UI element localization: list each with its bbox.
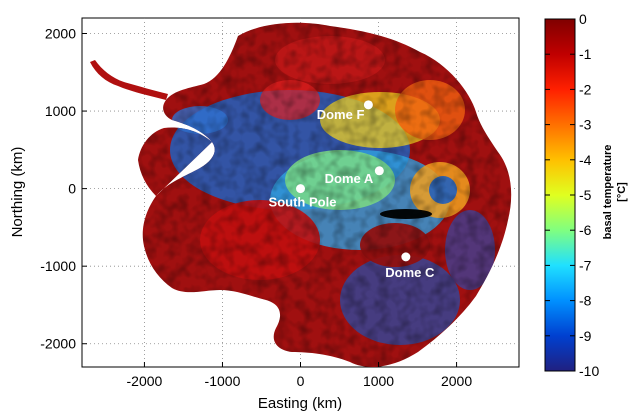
y-tick-label: -2000 [40,336,76,352]
colorbar-tick-label: -5 [579,187,592,203]
site-marker [401,252,411,262]
colorbar-label: basal temperature [602,145,614,240]
x-tick-label: 1000 [363,373,394,389]
colorbar-tick-label: -9 [579,328,592,344]
y-tick-label: -1000 [40,258,76,274]
site-markers: Dome F Dome A South Pole Dome C [269,100,435,280]
site-label: Dome A [325,171,374,186]
y-tick-label: 2000 [45,26,76,42]
colorbar-tick-label: -3 [579,117,592,133]
site-marker [374,166,384,176]
colorbar-tick-label: -1 [579,46,592,62]
x-tick-label: 0 [297,373,305,389]
x-axis-label: Easting (km) [258,395,342,412]
colorbar-tick-label: -7 [579,257,592,273]
y-tick-label: 1000 [45,103,76,119]
site-marker [296,184,305,194]
colorbar-tick-label: -10 [579,363,599,379]
x-tick-label: -1000 [205,373,241,389]
x-tick-label: 2000 [441,373,472,389]
colorbar-tick-label: 0 [579,11,587,27]
colorbar-tick-label: -6 [579,222,592,238]
site-label: Dome C [385,265,435,280]
colorbar-unit: [°C] [616,182,628,202]
y-tick-label: 0 [68,181,76,197]
x-tick-label: -2000 [127,373,163,389]
site-label: South Pole [269,195,337,210]
colorbar-ticks: 0 -1 -2 -3 -4 -5 -6 -7 -8 -9 -10 [545,11,599,379]
y-axis-label: Northing (km) [9,147,26,238]
colorbar-tick-label: -4 [579,152,592,168]
colorbar-tick-label: -2 [579,81,592,97]
site-label: Dome F [317,107,365,122]
site-marker [363,100,373,110]
x-axis-ticks: -2000 -1000 0 1000 2000 [127,362,472,389]
colorbar-tick-label: -8 [579,293,592,309]
y-axis-ticks: 2000 1000 0 -1000 -2000 [40,26,87,352]
